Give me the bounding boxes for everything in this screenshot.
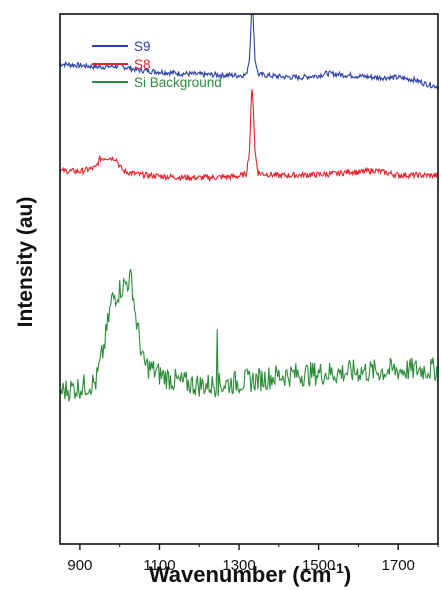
series-line-si-background xyxy=(60,268,438,402)
series-layer xyxy=(60,14,438,402)
x-tick-label: 1100 xyxy=(143,557,175,574)
legend: S9 S8 Si Background xyxy=(92,39,222,90)
x-axis-title: Wavenumber (cm-1) xyxy=(149,560,351,587)
legend-label: S9 xyxy=(134,39,151,54)
x-tick-label: 1300 xyxy=(222,557,255,574)
x-axis-title-text: Wavenumber (cm xyxy=(149,562,332,587)
legend-label: Si Background xyxy=(134,75,222,90)
y-axis-title: Intensity (au) xyxy=(14,197,37,328)
series-line-s8 xyxy=(60,89,438,183)
x-tick-label: 1700 xyxy=(382,557,415,574)
series-line-s9 xyxy=(60,14,438,91)
x-tick-label: 900 xyxy=(67,557,92,574)
legend-label: S8 xyxy=(134,57,151,72)
plot-frame xyxy=(59,13,439,545)
x-axis-ticks: 900 1100 1300 1500 1700 xyxy=(67,544,439,574)
x-axis-title-close: ) xyxy=(344,562,351,587)
x-tick-label: 1500 xyxy=(302,557,335,574)
x-axis-title-superscript: -1 xyxy=(331,560,344,576)
